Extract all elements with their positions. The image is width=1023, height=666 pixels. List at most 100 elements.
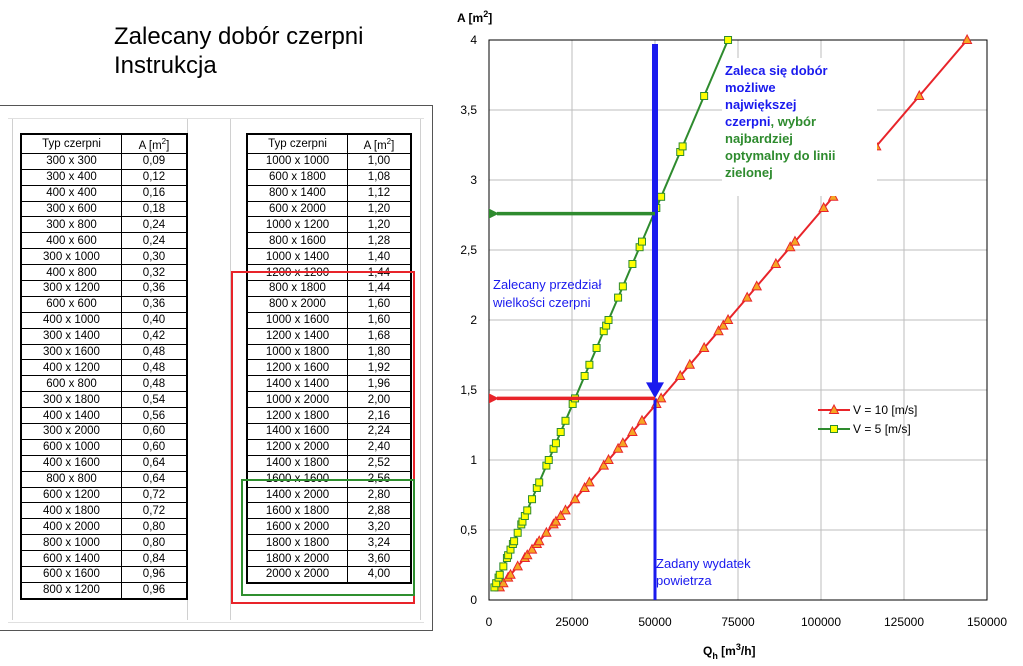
cell-area: 1,12 — [347, 184, 412, 202]
cell-intake-type: 300 x 1600 — [20, 343, 122, 361]
y-tick-label: 2,5 — [460, 243, 477, 257]
cell-area: 2,24 — [347, 422, 412, 440]
data-point-square — [724, 36, 733, 44]
data-point-square — [657, 192, 666, 201]
annotation-background — [722, 58, 877, 196]
cell-intake-type: 800 x 1600 — [246, 232, 348, 250]
data-point-triangle — [617, 437, 629, 448]
recommendation-note: Zaleca się dobór możliwe największej cze… — [725, 63, 836, 180]
table-row: 400 x 1000 0,40 — [20, 311, 188, 329]
cell-area: 0,30 — [121, 248, 188, 266]
data-point-square — [637, 237, 646, 246]
cell-area: 2,16 — [347, 407, 412, 424]
range-note: Zalecany przedział wielkości czerpni — [492, 277, 601, 310]
table-row: 1600 x 1800 2,88 — [246, 502, 412, 520]
data-point-triangle — [603, 453, 614, 464]
grid-line — [8, 118, 424, 119]
x-tick-label: 150000 — [967, 615, 1007, 629]
data-point-square — [614, 293, 623, 302]
note-line-5: najbardziej — [725, 131, 793, 146]
y-tick-label: 0,5 — [460, 523, 477, 537]
data-point-triangle — [655, 392, 667, 403]
cell-area: 1,80 — [347, 343, 412, 361]
series-line-2 — [493, 39, 729, 588]
data-point-triangle — [913, 89, 925, 100]
table-row: 800 x 1600 1,28 — [246, 232, 412, 250]
range-note-line-1: Zalecany przedział — [493, 277, 601, 292]
cell-area: 0,96 — [121, 581, 188, 600]
page-title: Zalecany dobór czerpni Instrukcja — [114, 22, 363, 80]
col-header-area: A [m2] — [347, 133, 412, 154]
cell-intake-type: 300 x 600 — [20, 200, 122, 218]
data-point-triangle — [713, 325, 724, 336]
data-point-square — [510, 537, 519, 546]
range-note-line-2: wielkości czerpni — [492, 295, 591, 310]
y-tick-label: 1,5 — [460, 383, 477, 397]
intake-table-right: Typ czerpni A [m2] 1000 x 1000 1,00 600 x … — [246, 133, 412, 584]
cell-area: 0,96 — [121, 565, 188, 583]
data-point-triangle — [505, 568, 516, 579]
y-tick-label: 4 — [470, 33, 477, 47]
data-point-triangle — [722, 313, 734, 324]
data-point-triangle — [684, 358, 696, 369]
table-row: 300 x 800 0,24 — [20, 216, 188, 234]
data-point-triangle — [961, 33, 973, 44]
data-point-triangle — [521, 549, 533, 560]
cell-intake-type: 300 x 1800 — [20, 391, 122, 409]
data-point-square — [628, 260, 637, 268]
table-row: 300 x 300 0,09 — [20, 152, 188, 170]
data-point-triangle — [533, 535, 545, 546]
table-row: 1000 x 1600 1,60 — [246, 311, 412, 329]
table-row: 800 x 800 0,64 — [20, 470, 188, 488]
note-line-3: największej — [725, 97, 797, 112]
cell-area: 0,32 — [121, 264, 188, 281]
cell-area: 1,08 — [347, 168, 412, 186]
data-point-triangle — [818, 201, 829, 212]
data-point-triangle — [784, 241, 796, 252]
legend-label: V = 5 [m/s] — [853, 422, 911, 436]
legend-marker-square — [830, 425, 838, 433]
data-point-triangle — [627, 425, 638, 436]
data-point-square — [499, 562, 508, 571]
cell-intake-type: 1800 x 1800 — [246, 534, 348, 552]
cell-area: 0,40 — [121, 311, 188, 329]
data-point-square — [523, 506, 532, 515]
data-point-triangle — [751, 280, 763, 291]
grid-line — [230, 118, 231, 620]
data-point-triangle — [526, 543, 538, 554]
grid-line — [420, 118, 421, 620]
table-row: 600 x 800 0,48 — [20, 375, 188, 393]
table-row: 600 x 600 0,36 — [20, 295, 188, 313]
table-row: 800 x 1400 1,12 — [246, 184, 412, 202]
data-point-triangle — [827, 190, 839, 201]
x-axis-label: Qh [m3/h] — [703, 642, 756, 661]
cell-intake-type: 1600 x 1800 — [246, 502, 348, 520]
cell-area: 0,24 — [121, 232, 188, 250]
cell-intake-type: 1200 x 1400 — [246, 327, 348, 345]
reference-lines — [489, 44, 664, 600]
table-row: 400 x 1400 0,56 — [20, 407, 188, 424]
cell-intake-type: 1400 x 1400 — [246, 375, 348, 393]
optimal-range-box — [241, 479, 415, 596]
cell-area: 0,60 — [121, 438, 188, 456]
data-point-triangle — [674, 369, 686, 380]
col-header-type: Typ czerpni — [20, 133, 122, 154]
cell-intake-type: 800 x 1200 — [20, 581, 122, 600]
table-row: 1200 x 1400 1,68 — [246, 327, 412, 345]
cell-intake-type: 1400 x 1800 — [246, 454, 348, 472]
table-header-row: Typ czerpni A [m2] — [20, 133, 188, 154]
y-tick-label: 0 — [470, 593, 477, 607]
chart-series — [490, 33, 973, 592]
cell-intake-type: 600 x 2000 — [246, 200, 348, 218]
data-point-triangle — [555, 509, 567, 520]
table-row: 400 x 600 0,24 — [20, 232, 188, 250]
cell-area: 2,00 — [347, 391, 412, 409]
cell-area: 0,56 — [121, 407, 188, 424]
data-point-triangle — [560, 504, 571, 515]
data-point-triangle — [636, 414, 648, 425]
data-point-square — [535, 478, 544, 487]
y-tick-label: 1 — [470, 453, 477, 467]
chart-legend: V = 10 [m/s] V = 5 [m/s] — [818, 403, 917, 436]
y-tick-label: 3 — [470, 173, 477, 187]
